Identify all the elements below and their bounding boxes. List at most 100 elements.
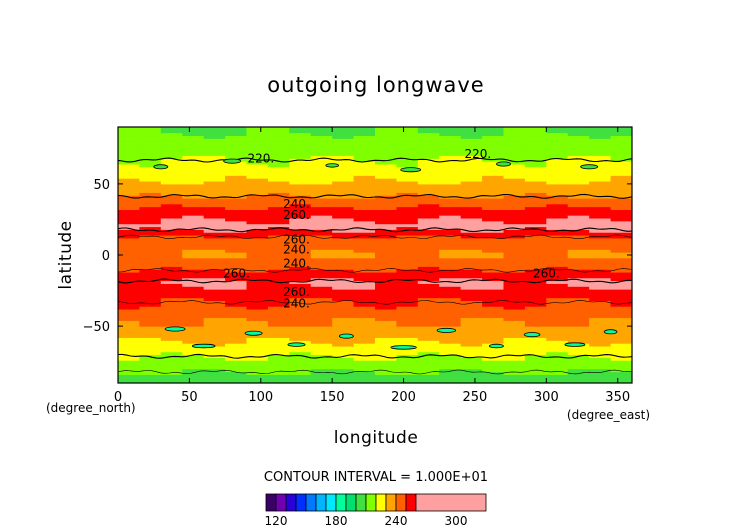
shaded-cell <box>417 249 440 253</box>
shaded-cell <box>417 320 440 324</box>
shaded-cell <box>589 129 612 134</box>
shaded-cell <box>160 323 183 327</box>
contour-label: 220. <box>247 151 274 165</box>
shaded-cell <box>482 280 504 284</box>
shaded-cell <box>353 311 376 316</box>
shaded-cell <box>524 169 547 174</box>
shaded-cell <box>567 269 590 273</box>
shaded-cell <box>375 303 397 307</box>
shaded-cell <box>289 186 312 191</box>
shaded-cell <box>567 246 590 250</box>
shaded-cell <box>396 161 419 165</box>
contour-line <box>117 234 633 240</box>
shaded-cell <box>567 223 590 228</box>
shaded-cell <box>482 368 504 373</box>
shaded-cell <box>460 357 483 361</box>
shaded-cell <box>417 246 440 250</box>
shaded-cell <box>503 172 526 176</box>
shaded-cell <box>118 232 140 236</box>
shaded-cell <box>375 346 397 350</box>
shaded-cell <box>482 351 504 356</box>
shaded-cell <box>203 294 226 299</box>
shaded-cell <box>503 311 526 316</box>
shaded-cell <box>396 203 419 208</box>
shaded-cell <box>203 357 226 361</box>
shaded-cell <box>332 272 355 276</box>
shaded-cell <box>417 377 440 381</box>
shaded-cell <box>524 135 547 139</box>
shaded-cell <box>139 203 162 208</box>
shaded-cell <box>589 297 612 302</box>
shaded-cell <box>139 337 162 341</box>
shaded-cell <box>160 306 183 310</box>
shaded-cell <box>353 169 376 174</box>
shaded-cell <box>353 260 376 265</box>
shaded-cell <box>203 223 226 228</box>
shaded-cell <box>417 198 440 202</box>
shaded-cell <box>375 175 397 179</box>
shaded-cell <box>396 306 419 310</box>
shaded-cell <box>246 294 269 299</box>
shaded-cell <box>203 331 226 336</box>
shaded-cell <box>482 223 504 228</box>
shaded-cell <box>160 380 183 384</box>
shaded-cell <box>546 317 569 321</box>
shaded-cell <box>225 260 247 265</box>
shaded-cell <box>503 161 526 165</box>
shaded-cell <box>225 328 247 333</box>
shaded-cell <box>546 331 569 336</box>
shaded-cell <box>460 374 483 378</box>
shaded-cell <box>310 243 333 247</box>
shaded-cell <box>353 306 376 310</box>
colorbar: 120 180 240 300 <box>265 493 487 528</box>
shaded-cell <box>546 183 569 188</box>
shaded-cell <box>396 334 419 338</box>
shaded-cell <box>482 163 504 168</box>
shaded-cell <box>310 303 333 307</box>
contour-label: 240. <box>283 257 310 271</box>
shaded-cell <box>139 144 162 148</box>
shaded-cell <box>246 360 269 364</box>
shaded-cell <box>524 291 547 296</box>
shaded-cell <box>310 306 333 310</box>
shaded-cell <box>460 334 483 338</box>
shaded-cell <box>246 291 269 296</box>
shaded-cell <box>524 161 547 165</box>
shaded-cell <box>353 286 376 290</box>
shaded-cell <box>460 255 483 259</box>
shaded-cell <box>332 223 355 228</box>
shaded-cell <box>267 380 290 384</box>
shaded-cell <box>610 326 633 330</box>
shaded-cell <box>610 360 633 364</box>
shaded-cell <box>246 249 269 253</box>
shaded-cell <box>524 257 547 262</box>
shaded-cell <box>546 291 569 296</box>
shaded-cell <box>524 152 547 156</box>
shaded-cell <box>503 286 526 290</box>
shaded-cell <box>353 192 376 196</box>
shaded-cell <box>182 277 205 282</box>
shaded-cell <box>503 320 526 324</box>
shaded-cell <box>524 311 547 316</box>
shaded-cell <box>332 198 355 202</box>
shaded-cell <box>396 363 419 367</box>
shaded-cell <box>439 291 462 296</box>
shaded-cell <box>182 331 205 336</box>
shaded-cell <box>503 212 526 216</box>
shaded-cell <box>139 326 162 330</box>
shaded-cell <box>567 348 590 353</box>
shaded-cell <box>160 286 183 290</box>
shaded-cell <box>160 246 183 250</box>
shaded-cell <box>289 240 312 245</box>
shaded-cell <box>524 129 547 134</box>
shaded-cell <box>182 240 205 245</box>
shaded-cell <box>503 183 526 188</box>
shaded-cell <box>503 209 526 213</box>
shaded-cell <box>182 135 205 139</box>
shaded-cell <box>203 260 226 265</box>
colorbar-swatch <box>285 493 297 512</box>
shaded-cell <box>139 334 162 338</box>
shaded-cell <box>332 294 355 299</box>
shaded-cell <box>160 166 183 171</box>
shaded-cell <box>375 209 397 213</box>
